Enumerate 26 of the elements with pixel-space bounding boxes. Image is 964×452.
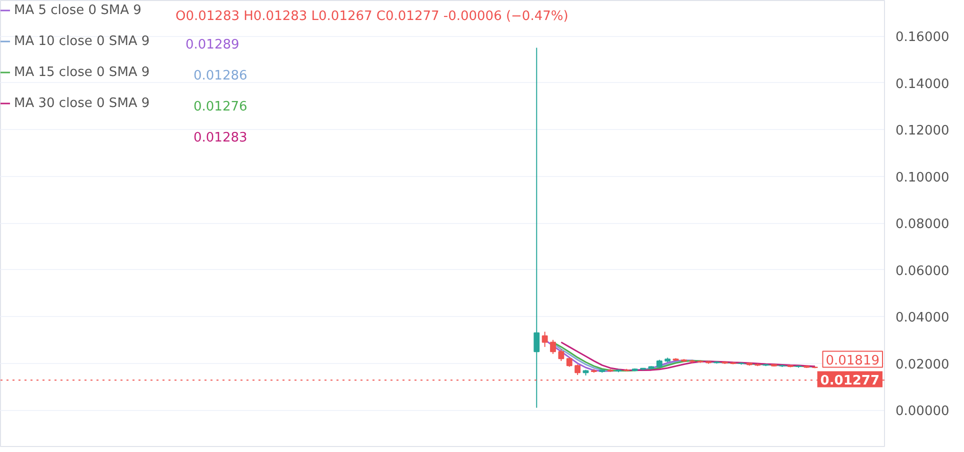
y-tick-label: 0.00000: [896, 404, 950, 420]
y-tick-label: 0.02000: [896, 357, 950, 372]
y-tick-label: 0.12000: [896, 124, 950, 139]
legend-label: MA 10 close 0 SMA 9: [14, 32, 150, 50]
candlestick: [566, 356, 572, 368]
text: O0.01283 H0.01283 L0.01267 C0.01277 -0.00006 (−0.47%): [176, 9, 568, 24]
ref-line-label: 0.01277: [820, 373, 880, 388]
legend-label: MA 15 close 0 SMA 9: [14, 64, 150, 82]
annotation: 0.01819: [826, 353, 880, 368]
y-tick-label: 0.16000: [896, 30, 950, 46]
candlestick: [542, 331, 548, 348]
legend-label: MA 30 close 0 SMA 9: [14, 94, 150, 112]
candlestick: [550, 339, 556, 354]
y-tick-label: 0.10000: [896, 170, 950, 186]
y-tick-label: 0.06000: [896, 264, 950, 279]
annotation: 0.01289: [186, 38, 240, 52]
legend-label: MA 5 close 0 SMA 9: [14, 2, 142, 20]
annotation: 0.01276: [194, 100, 248, 114]
y-tick-label: 0.08000: [896, 217, 950, 232]
candlestick: [534, 47, 540, 408]
candlestick: [558, 348, 564, 362]
annotation: 0.01283: [194, 130, 248, 146]
annotation: 0.01286: [194, 68, 248, 84]
candlestick: [574, 364, 581, 376]
y-tick-label: 0.04000: [896, 310, 950, 326]
y-tick-label: 0.14000: [896, 76, 950, 92]
